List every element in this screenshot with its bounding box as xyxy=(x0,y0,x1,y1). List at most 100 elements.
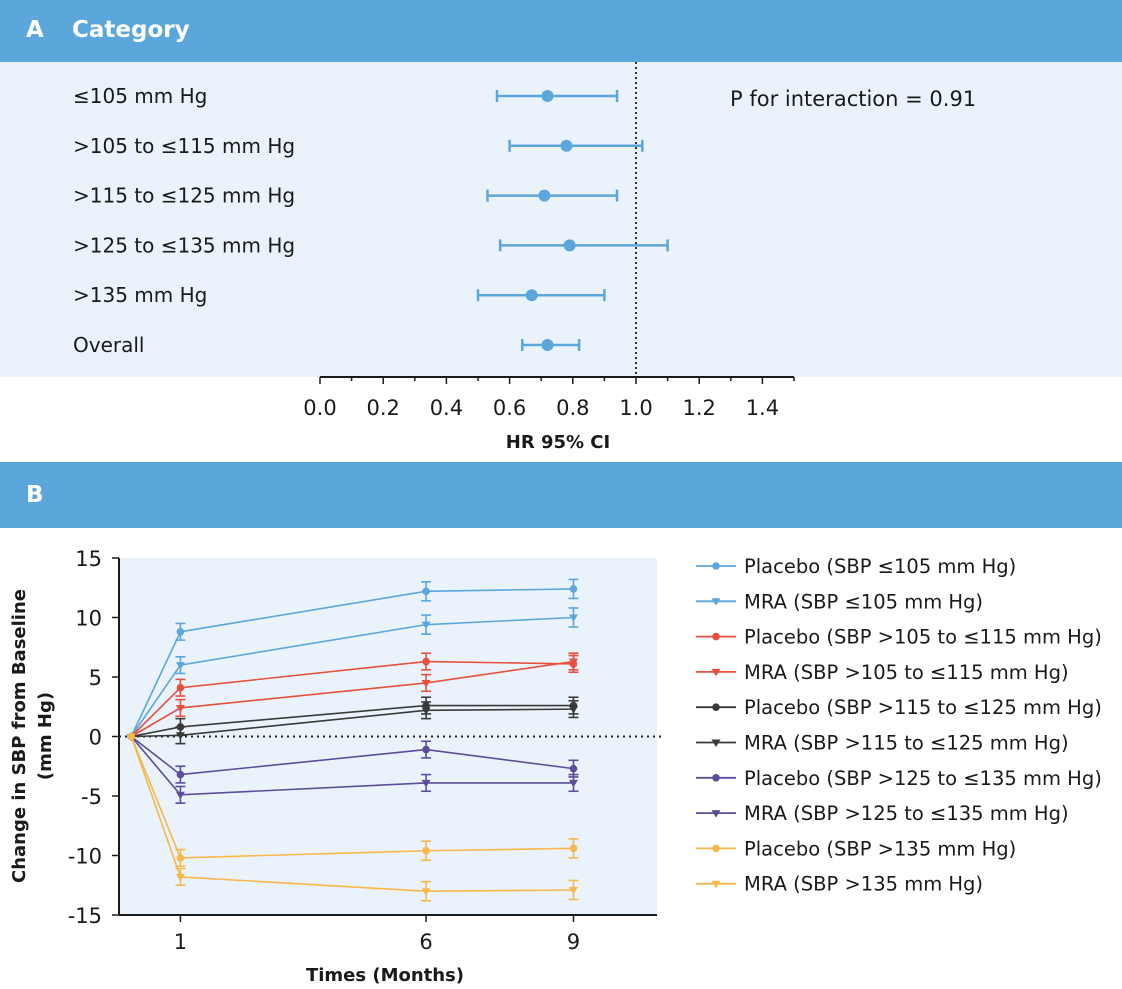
panel-b-letter: B xyxy=(26,482,44,508)
data-point xyxy=(422,846,430,855)
data-point xyxy=(176,683,185,692)
legend-item: Placebo (SBP >125 to ≤135 mm Hg) xyxy=(696,767,1102,790)
forest-x-tick-label: 0.0 xyxy=(303,396,336,420)
data-point xyxy=(421,707,431,715)
forest-x-tick-label: 1.2 xyxy=(682,396,715,420)
panel-a-header: A Category xyxy=(0,0,1122,62)
panel-a-title: Category xyxy=(72,17,190,43)
forest-x-tick-label: 1.4 xyxy=(746,396,779,420)
x-tick-label: 1 xyxy=(174,930,187,954)
series-8 xyxy=(127,732,579,868)
series-9 xyxy=(126,733,579,902)
forest-x-tick-label: 0.6 xyxy=(493,396,526,420)
data-point xyxy=(568,779,578,788)
series-line xyxy=(130,736,574,893)
legend-label: Placebo (SBP >105 to ≤115 mm Hg) xyxy=(744,626,1102,649)
legend-label: Placebo (SBP >125 to ≤135 mm Hg) xyxy=(744,767,1102,790)
data-point xyxy=(175,791,185,800)
data-point xyxy=(569,585,578,593)
data-point xyxy=(175,704,185,713)
data-point xyxy=(568,887,578,895)
legend-label: Placebo (SBP >135 mm Hg) xyxy=(744,837,1016,860)
hr-point xyxy=(563,239,576,252)
data-point xyxy=(175,873,185,882)
series-line xyxy=(131,708,574,738)
data-point xyxy=(568,658,578,667)
forest-plot: P for interaction = 0.91 ≤105 mm Hg >105 t… xyxy=(73,62,976,453)
forest-x-tick-label: 0.8 xyxy=(556,396,589,420)
data-point xyxy=(422,587,430,596)
legend-label: MRA (SBP >135 mm Hg) xyxy=(744,873,983,896)
line-plot-legend: Placebo (SBP ≤105 mm Hg) MRA (SBP ≤105 mm… xyxy=(696,555,1102,896)
category-label: ≤105 mm Hg xyxy=(73,84,207,108)
data-point xyxy=(126,733,136,741)
series-line xyxy=(130,616,574,737)
data-point xyxy=(421,779,431,788)
series-7 xyxy=(126,733,579,804)
hr-point xyxy=(560,139,573,152)
legend-swatch-marker xyxy=(711,668,721,677)
data-point xyxy=(421,888,431,896)
legend-label: MRA (SBP >125 to ≤135 mm Hg) xyxy=(744,802,1069,825)
data-point xyxy=(175,732,185,740)
legend-swatch-marker xyxy=(711,739,721,747)
data-point xyxy=(175,662,185,670)
legend-label: MRA (SBP >105 to ≤115 mm Hg) xyxy=(744,661,1069,684)
data-point xyxy=(568,614,578,622)
y-tick-label: 10 xyxy=(75,607,102,631)
legend-swatch-marker xyxy=(712,774,720,782)
x-tick-label: 9 xyxy=(567,930,580,954)
data-point xyxy=(422,745,430,754)
legend-swatch-marker xyxy=(712,703,720,711)
y-axis-title-line: (mm Hg) xyxy=(35,692,56,780)
series-line xyxy=(130,735,574,776)
series-line xyxy=(130,588,574,737)
legend-item: Placebo (SBP >115 to ≤125 mm Hg) xyxy=(696,696,1102,719)
y-tick-label: -5 xyxy=(81,785,102,809)
forest-plot-background xyxy=(0,62,1122,377)
panel-b-header: B xyxy=(0,462,1122,528)
interaction-p-value: P for interaction = 0.91 xyxy=(730,87,976,111)
hr-point xyxy=(525,289,538,302)
series-line xyxy=(130,735,574,796)
legend-swatch-marker xyxy=(712,562,720,570)
forest-x-tick-label: 0.2 xyxy=(366,396,399,420)
x-axis-title: Times (Months) xyxy=(306,965,464,986)
series-line xyxy=(130,660,574,738)
hr-point xyxy=(538,189,551,202)
legend-swatch-marker xyxy=(711,598,721,606)
y-tick-label: -15 xyxy=(68,904,102,928)
category-label: Overall xyxy=(73,333,144,357)
data-point xyxy=(569,844,578,853)
data-point xyxy=(176,627,185,636)
y-tick-label: -10 xyxy=(68,845,102,869)
series-line xyxy=(130,660,574,738)
data-point xyxy=(421,679,431,688)
legend-swatch-marker xyxy=(712,632,720,641)
legend-item: MRA (SBP >105 to ≤115 mm Hg) xyxy=(696,661,1069,684)
data-point xyxy=(568,706,578,714)
y-tick-label: 15 xyxy=(75,547,102,571)
legend-item: Placebo (SBP >135 mm Hg) xyxy=(696,837,1016,860)
category-label: >105 to ≤115 mm Hg xyxy=(73,134,295,158)
panel-a-letter: A xyxy=(26,17,44,43)
forest-x-tick-label: 1.0 xyxy=(619,396,652,420)
series-line xyxy=(131,704,574,738)
data-point xyxy=(569,764,578,773)
forest-x-tick-label: 0.4 xyxy=(430,396,463,420)
hr-point xyxy=(541,339,554,351)
legend-item: Placebo (SBP >105 to ≤115 mm Hg) xyxy=(696,626,1102,649)
line-plot: 15 10 5 0 -5 -10 -15 1 6 9 Times (Months) Change in… xyxy=(9,547,661,986)
category-label: >125 to ≤135 mm Hg xyxy=(73,233,295,257)
legend-item: Placebo (SBP ≤105 mm Hg) xyxy=(696,555,1016,578)
legend-label: Placebo (SBP ≤105 mm Hg) xyxy=(744,555,1016,578)
series-line xyxy=(130,736,574,859)
y-axis-title-line: Change in SBP from Baseline xyxy=(9,589,30,883)
category-label: >115 to ≤125 mm Hg xyxy=(73,184,295,208)
data-point xyxy=(422,657,430,666)
legend-item: MRA (SBP >135 mm Hg) xyxy=(696,873,983,896)
forest-x-axis-title: HR 95% CI xyxy=(506,432,610,453)
legend-label: Placebo (SBP >115 to ≤125 mm Hg) xyxy=(744,696,1102,719)
legend-item: MRA (SBP ≤105 mm Hg) xyxy=(696,590,983,613)
